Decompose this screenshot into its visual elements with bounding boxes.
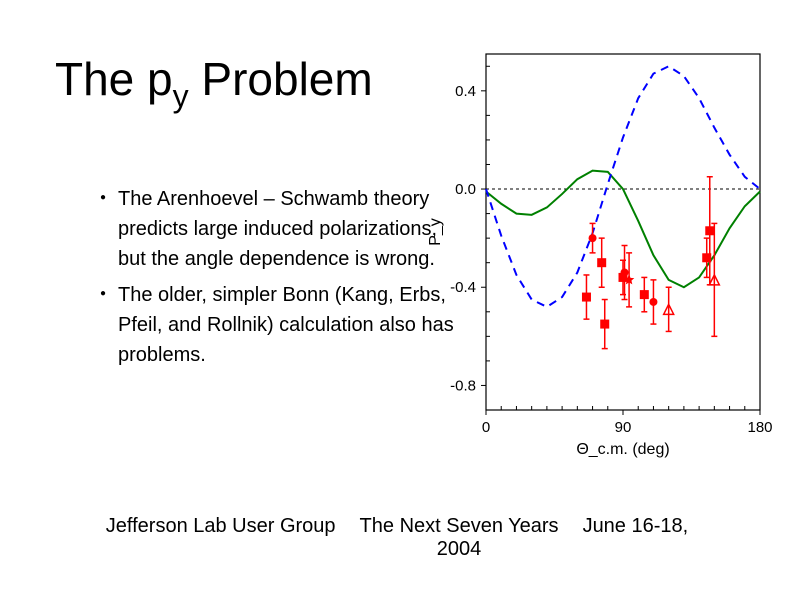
svg-text:180: 180 [747, 419, 772, 436]
svg-text:0: 0 [482, 419, 490, 436]
svg-text:0.4: 0.4 [455, 83, 476, 100]
svg-text:90: 90 [615, 419, 632, 436]
svg-text:Θ_c.m. (deg): Θ_c.m. (deg) [576, 441, 669, 458]
footer: Jefferson Lab User Group The Next Seven … [0, 515, 794, 561]
svg-text:0.0: 0.0 [455, 181, 476, 198]
footer-left: Jefferson Lab User Group [106, 515, 336, 561]
title-sub: y [173, 78, 189, 114]
chart-svg: -0.8 -0.4 0.0 0.4 0 90 180 Θ_c.m. (deg) P_y [424, 36, 774, 466]
bullet-list: The Arenhoevel – Schwamb theory predicts… [60, 184, 455, 376]
svg-text:-0.4: -0.4 [450, 279, 476, 296]
footer-center: The Next Seven Years 2004 [360, 515, 559, 561]
py-chart: -0.8 -0.4 0.0 0.4 0 90 180 Θ_c.m. (deg) P_y [424, 36, 774, 466]
svg-text:P_y: P_y [427, 218, 444, 246]
title-suffix: Problem [189, 53, 373, 105]
bullet-item: The Arenhoevel – Schwamb theory predicts… [100, 184, 455, 274]
slide-title: The py Problem [55, 52, 373, 115]
footer-right: June 16-18, [583, 515, 689, 561]
title-prefix: The p [55, 53, 173, 105]
svg-text:-0.8: -0.8 [450, 377, 476, 394]
bullet-item: The older, simpler Bonn (Kang, Erbs, Pfe… [100, 280, 455, 370]
